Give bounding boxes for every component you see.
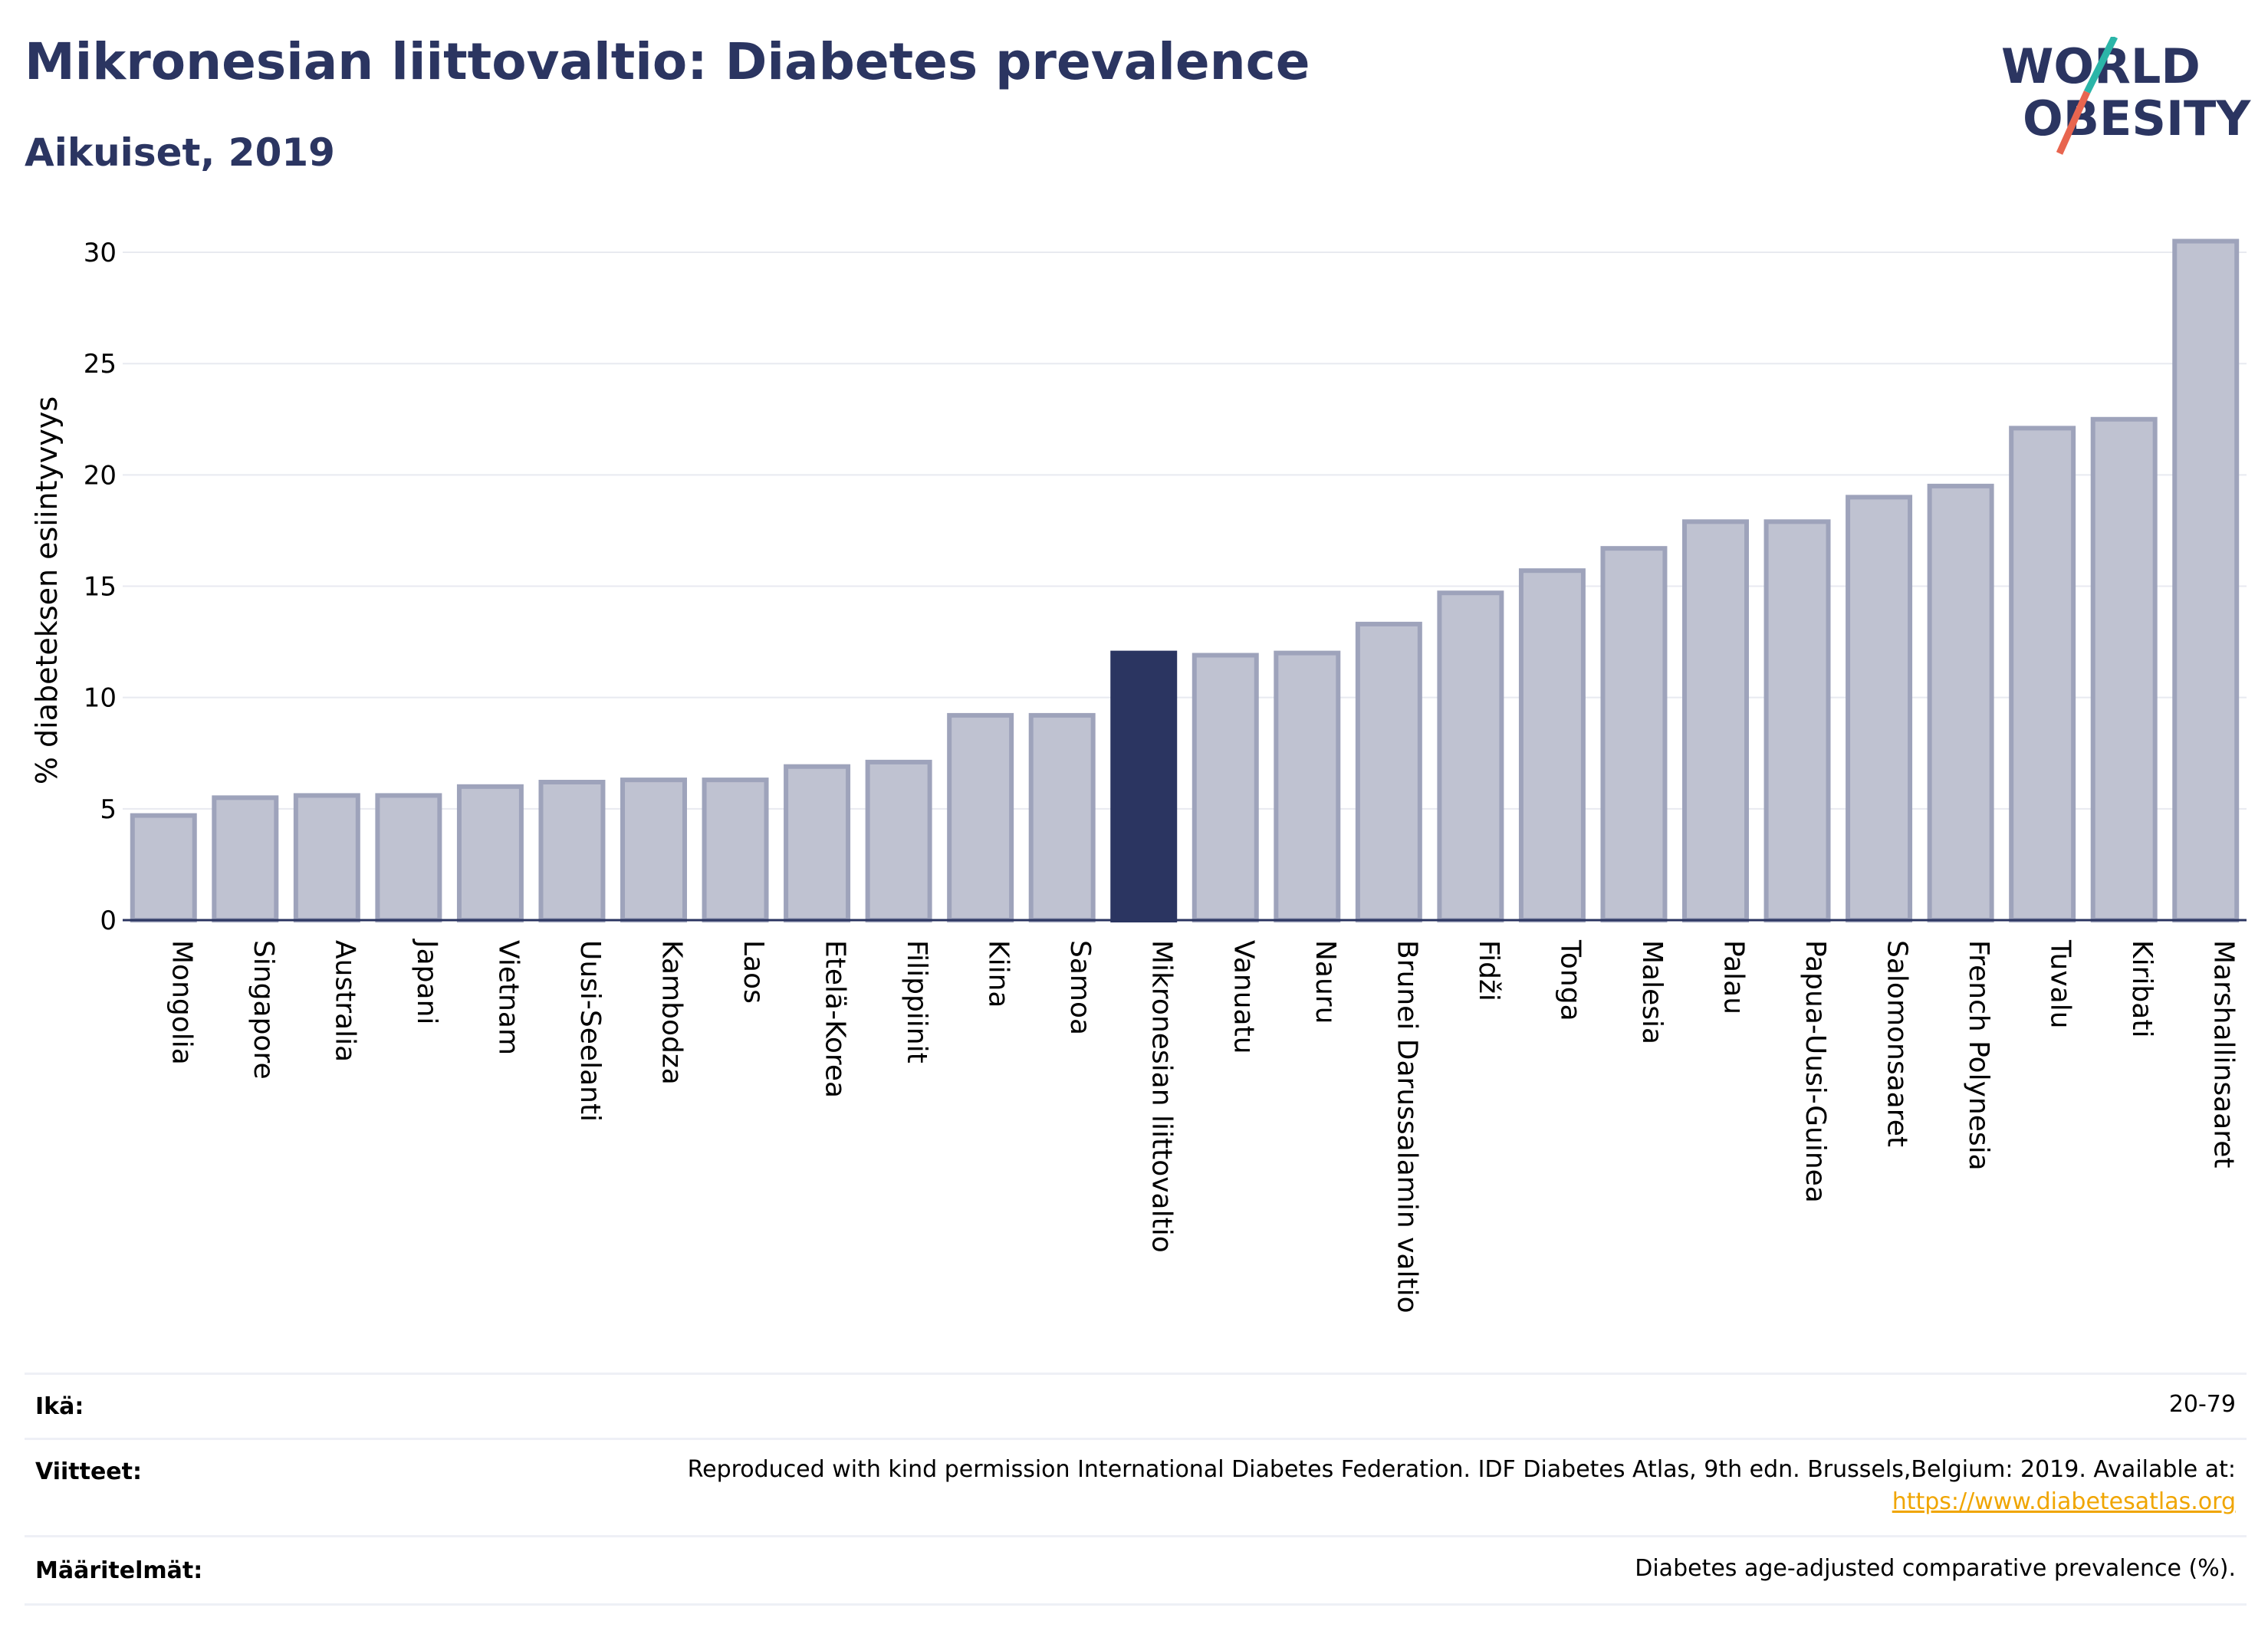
page-title: Mikronesian liittovaltio: Diabetes preva… bbox=[25, 32, 1310, 91]
x-tick-label: Kiina bbox=[983, 940, 1014, 1008]
x-tick-label: Japani bbox=[411, 939, 442, 1024]
x-tick-label: Laos bbox=[738, 940, 769, 1004]
references-link[interactable]: https://www.diabetesatlas.org bbox=[1892, 1488, 2236, 1515]
x-tick-label: Kambodza bbox=[656, 940, 688, 1085]
bar bbox=[1274, 650, 1341, 922]
bar bbox=[1437, 590, 1504, 923]
info-value-age: 20-79 bbox=[2168, 1391, 2236, 1418]
bar bbox=[2172, 238, 2240, 923]
y-tick-label: 30 bbox=[84, 238, 117, 268]
bar bbox=[538, 780, 606, 922]
x-tick-label: Palau bbox=[1718, 940, 1750, 1014]
info-value-definitions: Diabetes age-adjusted comparative preval… bbox=[1635, 1555, 2236, 1582]
logo-text-obesity: OBESITY bbox=[2023, 90, 2251, 146]
bar bbox=[375, 793, 442, 922]
x-tick-label: Etelä-Korea bbox=[820, 940, 851, 1098]
x-tick-label: Uusi-Seelanti bbox=[574, 940, 606, 1122]
x-tick-label: French Polynesia bbox=[1963, 940, 1994, 1171]
x-tick-label: Salomonsaaret bbox=[1882, 940, 1913, 1147]
y-tick-label: 5 bbox=[100, 794, 117, 825]
x-tick-label: Tuvalu bbox=[2045, 939, 2076, 1029]
bar bbox=[2009, 426, 2076, 922]
x-tick-label: Vanuatu bbox=[1228, 940, 1259, 1054]
x-tick-label: Samoa bbox=[1064, 940, 1096, 1035]
bar bbox=[1518, 568, 1586, 922]
info-key-definitions: Määritelmät: bbox=[35, 1557, 203, 1584]
bar bbox=[1927, 483, 1994, 922]
bar bbox=[947, 712, 1014, 922]
x-tick-label: Brunei Darussalamin valtio bbox=[1391, 940, 1422, 1313]
y-tick-label: 20 bbox=[84, 460, 117, 491]
bar bbox=[1846, 495, 1913, 922]
x-tick-label: Nauru bbox=[1310, 940, 1341, 1024]
bar bbox=[2090, 416, 2158, 922]
x-tick-label: Vietnam bbox=[492, 940, 524, 1055]
x-tick-label: Singapore bbox=[248, 940, 279, 1080]
x-tick-label: Australia bbox=[329, 940, 360, 1062]
bar bbox=[1110, 650, 1178, 922]
x-tick-label: Fidži bbox=[1473, 940, 1504, 1001]
y-tick-label: 25 bbox=[84, 349, 117, 380]
bar bbox=[212, 795, 279, 923]
bar bbox=[1028, 712, 1096, 922]
bar bbox=[293, 793, 360, 922]
x-tick-label: Filippiinit bbox=[901, 940, 932, 1064]
bar bbox=[784, 764, 851, 923]
y-tick-label: 0 bbox=[100, 906, 117, 936]
y-axis-label: % diabeteksen esiintyvyys bbox=[30, 396, 64, 784]
logo-slash-teal bbox=[2083, 37, 2118, 94]
bar bbox=[1682, 519, 1749, 922]
x-tick-label: Mongolia bbox=[166, 940, 197, 1065]
info-table: Ikä: 20-79 Viitteet: Reproduced with kin… bbox=[25, 1373, 2247, 1606]
x-tick-label: Malesia bbox=[1636, 940, 1668, 1044]
bar bbox=[1600, 546, 1668, 923]
bar bbox=[702, 778, 769, 923]
bar bbox=[1355, 621, 1422, 922]
page-subtitle: Aikuiset, 2019 bbox=[25, 130, 335, 175]
y-tick-label: 10 bbox=[84, 683, 117, 714]
y-tick-label: 15 bbox=[84, 572, 117, 603]
world-obesity-logo: WORLD OBESITY bbox=[2001, 37, 2251, 155]
info-key-age: Ikä: bbox=[35, 1393, 84, 1420]
references-text: Reproduced with kind permission Internat… bbox=[687, 1456, 2236, 1483]
logo-slash-red bbox=[2056, 90, 2091, 155]
bar bbox=[130, 813, 197, 922]
x-tick-label: Papua-Uusi-Guinea bbox=[1800, 940, 1831, 1203]
x-tick-label: Mikronesian liittovaltio bbox=[1146, 940, 1178, 1253]
bar bbox=[1192, 653, 1259, 922]
bar bbox=[620, 778, 687, 923]
bar bbox=[456, 784, 524, 922]
info-row-age: Ikä: 20-79 bbox=[25, 1373, 2247, 1438]
bar bbox=[865, 759, 932, 922]
info-row-references: Viitteet: Reproduced with kind permissio… bbox=[25, 1438, 2247, 1535]
bar-chart: 0 5 10 15 20 25 30 % diabeteksen esiintyvyys Mon… bbox=[30, 238, 2247, 1313]
x-tick-label: Marshallinsaaret bbox=[2208, 940, 2240, 1169]
x-tick-label: Kiribati bbox=[2126, 940, 2158, 1037]
x-tick-label: Tonga bbox=[1554, 939, 1586, 1021]
bar bbox=[1763, 519, 1831, 922]
info-key-references: Viitteet: bbox=[35, 1458, 142, 1485]
info-row-definitions: Määritelmät: Diabetes age-adjusted compa… bbox=[25, 1535, 2247, 1606]
info-value-references: Reproduced with kind permission Internat… bbox=[688, 1454, 2236, 1518]
